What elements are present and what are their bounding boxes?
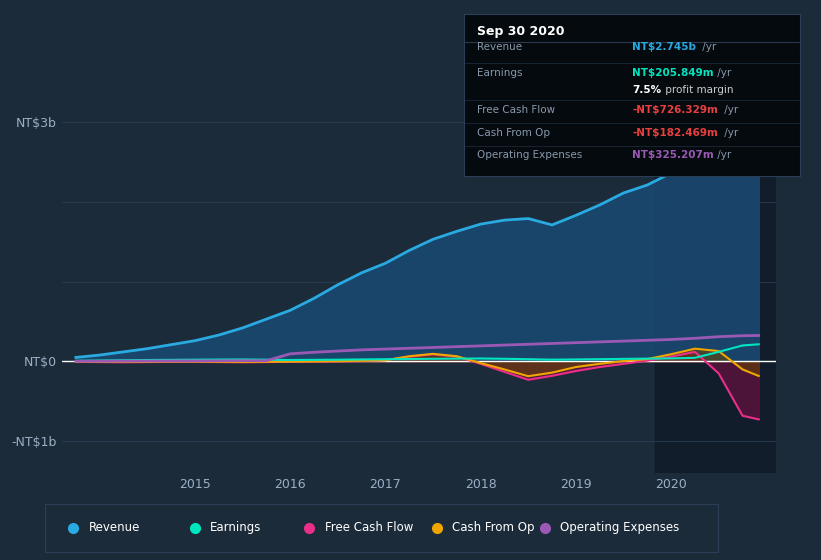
Text: -NT$182.469m: -NT$182.469m: [632, 128, 718, 138]
Text: Cash From Op: Cash From Op: [452, 521, 535, 534]
Text: Sep 30 2020: Sep 30 2020: [477, 25, 565, 39]
Text: /yr: /yr: [713, 151, 731, 160]
Bar: [655, 98, 776, 473]
Text: /yr: /yr: [713, 68, 731, 78]
Text: Cash From Op: Cash From Op: [477, 128, 550, 138]
Text: /yr: /yr: [721, 105, 738, 115]
Text: Earnings: Earnings: [210, 521, 261, 534]
Text: -NT$726.329m: -NT$726.329m: [632, 105, 718, 115]
Text: /yr: /yr: [699, 41, 716, 52]
Text: profit margin: profit margin: [662, 85, 733, 95]
Text: /yr: /yr: [721, 128, 738, 138]
Text: Free Cash Flow: Free Cash Flow: [477, 105, 556, 115]
Text: Revenue: Revenue: [477, 41, 522, 52]
Text: Operating Expenses: Operating Expenses: [560, 521, 680, 534]
Text: Earnings: Earnings: [477, 68, 523, 78]
Text: 7.5%: 7.5%: [632, 85, 661, 95]
Text: NT$205.849m: NT$205.849m: [632, 68, 713, 78]
Text: Revenue: Revenue: [89, 521, 140, 534]
Text: Free Cash Flow: Free Cash Flow: [324, 521, 413, 534]
Text: NT$325.207m: NT$325.207m: [632, 151, 714, 160]
Text: Operating Expenses: Operating Expenses: [477, 151, 583, 160]
Text: NT$2.745b: NT$2.745b: [632, 41, 696, 52]
